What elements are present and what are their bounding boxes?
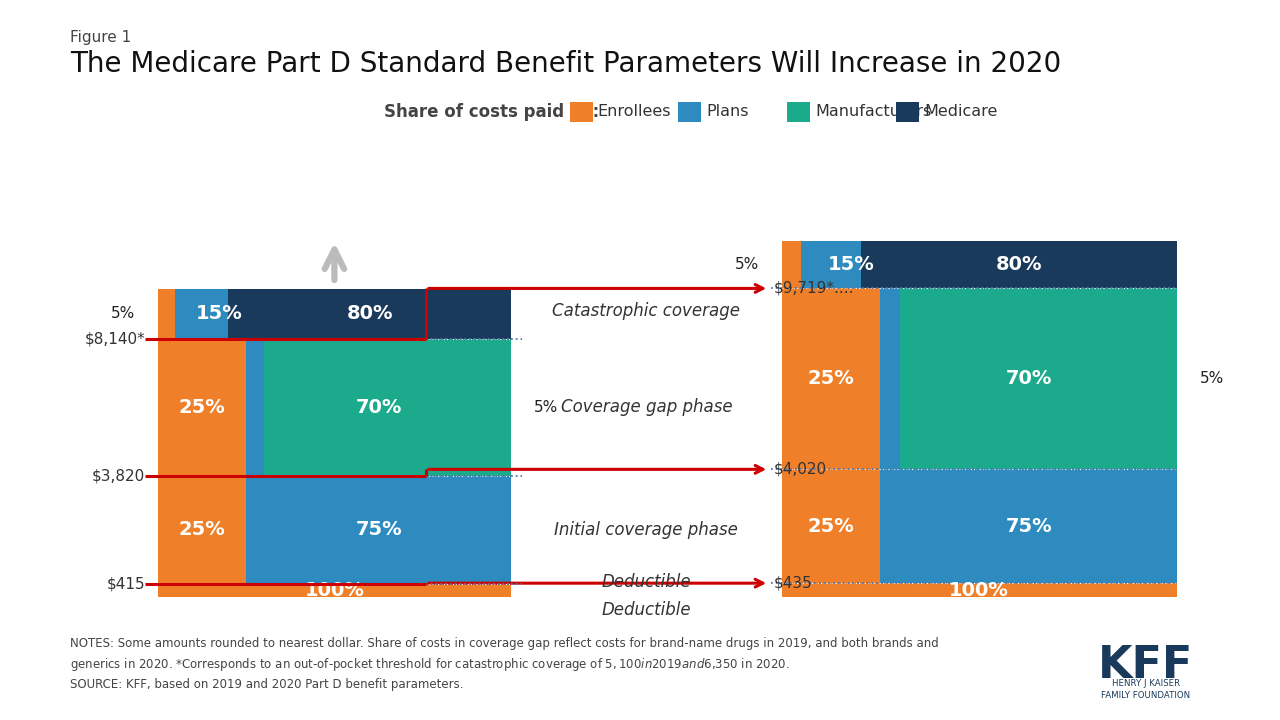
Text: 5%: 5% — [1199, 372, 1224, 387]
Text: Manufacturers: Manufacturers — [815, 104, 932, 119]
Bar — [860, 241, 1176, 289]
Text: Deductible: Deductible — [602, 600, 691, 618]
Text: 80%: 80% — [996, 256, 1042, 274]
Text: Plans: Plans — [707, 104, 749, 119]
Text: Medicare: Medicare — [924, 104, 997, 119]
Text: Figure 1: Figure 1 — [70, 30, 132, 45]
Text: $8,140*: $8,140* — [84, 331, 145, 346]
Text: Catastrophic coverage: Catastrophic coverage — [553, 302, 740, 320]
Bar — [801, 241, 860, 289]
Text: 25%: 25% — [808, 369, 854, 388]
Bar — [157, 289, 175, 338]
Bar — [157, 476, 246, 584]
Text: 25%: 25% — [808, 517, 854, 536]
Text: 75%: 75% — [1005, 517, 1052, 536]
Text: 70%: 70% — [356, 397, 402, 417]
Bar — [157, 338, 246, 476]
Text: 100%: 100% — [305, 581, 365, 600]
Text: KFF: KFF — [1098, 644, 1193, 688]
Text: 100%: 100% — [950, 580, 1009, 600]
Text: Enrollees: Enrollees — [598, 104, 671, 119]
Text: NOTES: Some amounts rounded to nearest dollar. Share of costs in coverage gap re: NOTES: Some amounts rounded to nearest d… — [70, 637, 940, 691]
Text: Share of costs paid by:: Share of costs paid by: — [384, 102, 599, 120]
Bar — [782, 289, 881, 469]
Text: 5%: 5% — [534, 400, 558, 415]
Text: $9,719*....: $9,719*.... — [773, 281, 854, 296]
Bar — [881, 469, 1176, 583]
Bar — [782, 469, 881, 583]
Text: 5%: 5% — [735, 258, 759, 272]
Text: $3,820: $3,820 — [92, 468, 145, 483]
Bar — [782, 583, 1176, 597]
Bar — [246, 338, 264, 476]
Text: $415: $415 — [106, 576, 145, 591]
Text: 80%: 80% — [347, 305, 393, 323]
Text: Coverage gap phase: Coverage gap phase — [561, 398, 732, 416]
Bar — [900, 289, 1176, 469]
Bar — [881, 289, 900, 469]
Text: $4,020: $4,020 — [773, 462, 827, 477]
Bar — [175, 289, 228, 338]
Text: 70%: 70% — [1005, 369, 1052, 388]
Text: HENRY J KAISER
FAMILY FOUNDATION: HENRY J KAISER FAMILY FOUNDATION — [1101, 680, 1190, 700]
Text: Deductible: Deductible — [602, 572, 691, 590]
Text: 75%: 75% — [356, 521, 402, 539]
Bar — [246, 476, 511, 584]
Text: Initial coverage phase: Initial coverage phase — [554, 521, 739, 539]
Bar — [782, 241, 801, 289]
Text: 15%: 15% — [196, 305, 243, 323]
Text: $435: $435 — [773, 576, 812, 590]
Bar — [264, 338, 511, 476]
Bar — [157, 584, 511, 597]
Text: 15%: 15% — [827, 256, 874, 274]
Text: The Medicare Part D Standard Benefit Parameters Will Increase in 2020: The Medicare Part D Standard Benefit Par… — [70, 50, 1061, 78]
Bar — [228, 289, 511, 338]
Text: 5%: 5% — [110, 306, 134, 321]
Text: 25%: 25% — [178, 397, 225, 417]
Text: 25%: 25% — [178, 521, 225, 539]
